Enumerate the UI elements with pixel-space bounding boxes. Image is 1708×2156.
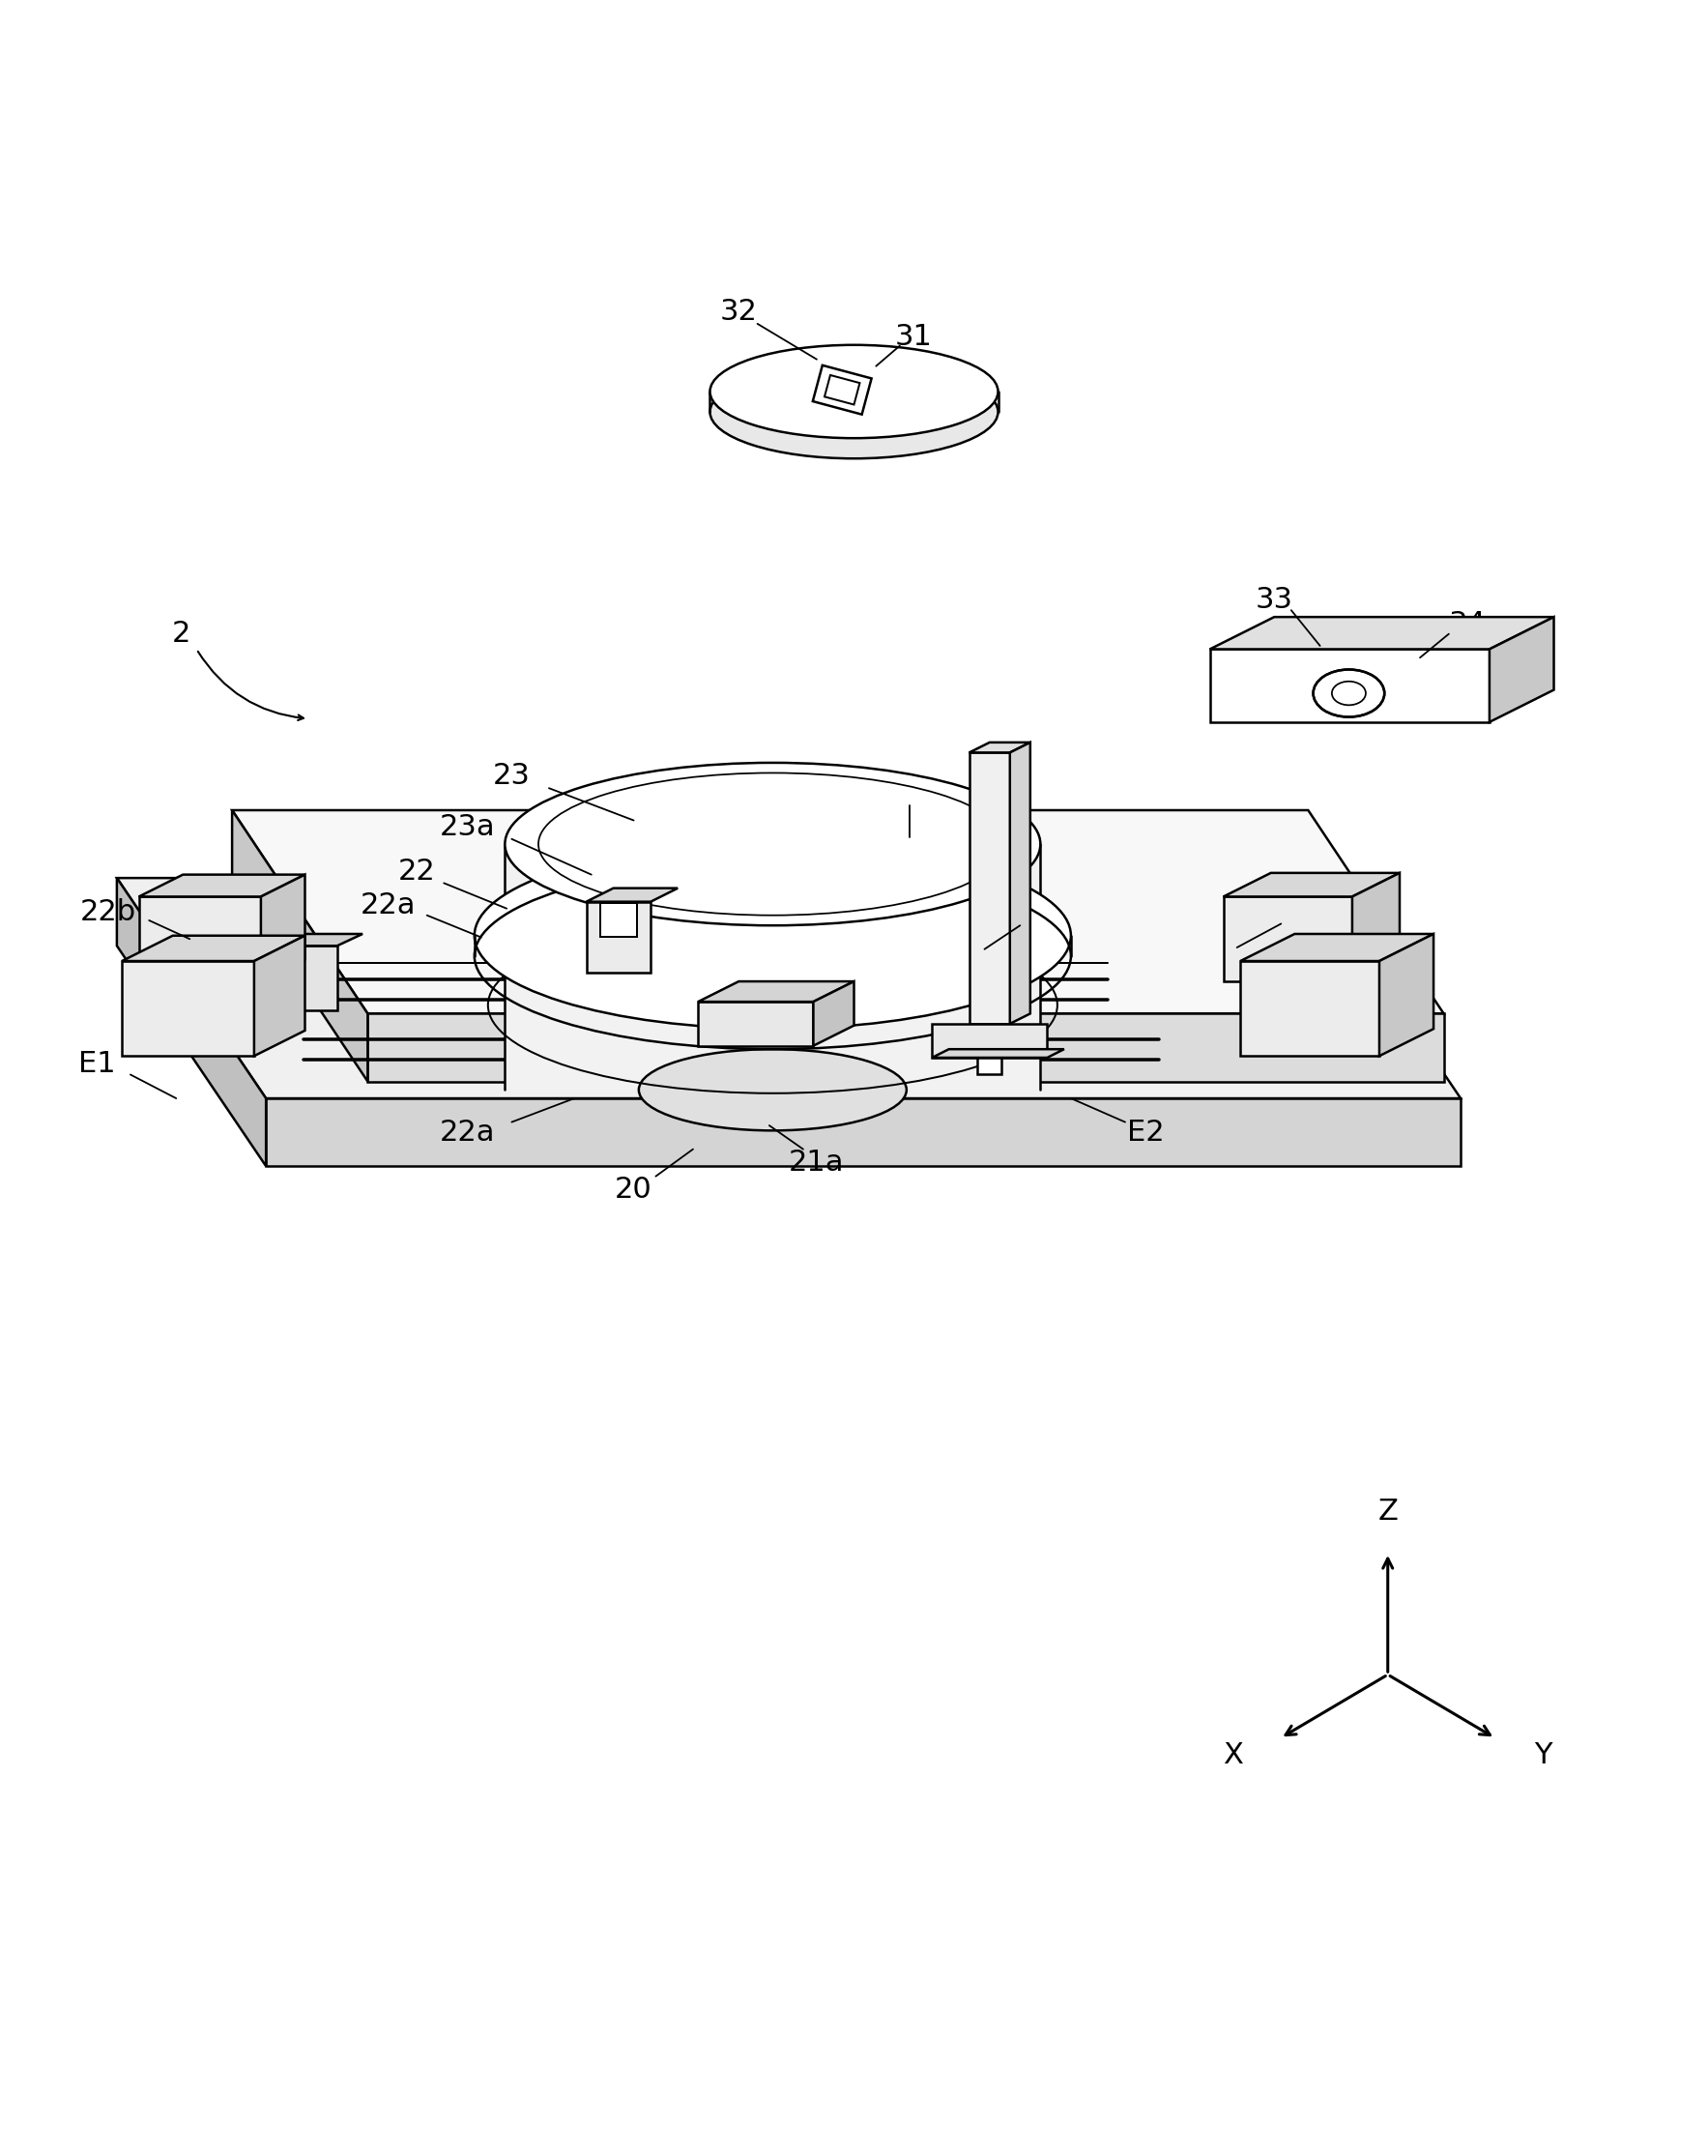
Polygon shape (232, 811, 1443, 1013)
Polygon shape (1223, 897, 1353, 981)
Polygon shape (968, 742, 1030, 752)
Text: 22a: 22a (441, 1119, 495, 1147)
Polygon shape (977, 1059, 1001, 1074)
Polygon shape (1009, 742, 1030, 1024)
Text: 22a: 22a (360, 890, 415, 918)
Polygon shape (232, 811, 367, 1082)
Text: E3: E3 (1018, 899, 1056, 927)
Polygon shape (116, 877, 1460, 1097)
Text: 22b: 22b (80, 897, 137, 925)
Polygon shape (1380, 934, 1433, 1056)
Polygon shape (244, 946, 336, 1011)
Polygon shape (1240, 962, 1380, 1056)
Polygon shape (254, 936, 306, 1056)
Ellipse shape (506, 763, 1040, 925)
Text: 31: 31 (895, 323, 933, 351)
Polygon shape (813, 364, 871, 414)
Text: X: X (1223, 1742, 1243, 1770)
Polygon shape (367, 1013, 1443, 1082)
Polygon shape (1209, 649, 1489, 722)
Polygon shape (1209, 617, 1554, 649)
Polygon shape (565, 1056, 922, 1078)
Polygon shape (699, 1003, 813, 1046)
Text: 33: 33 (1255, 586, 1293, 614)
Polygon shape (586, 888, 678, 901)
Polygon shape (1489, 617, 1554, 722)
Text: 23a: 23a (439, 813, 495, 841)
Polygon shape (138, 897, 261, 981)
Text: 231: 231 (881, 778, 938, 806)
Text: 21: 21 (1279, 897, 1317, 925)
Text: 34: 34 (1448, 610, 1486, 638)
Text: 21a: 21a (1308, 966, 1365, 994)
Text: 20: 20 (615, 1175, 652, 1203)
Text: 23: 23 (494, 763, 531, 791)
Ellipse shape (711, 364, 997, 459)
Polygon shape (116, 877, 266, 1166)
Text: 21b: 21b (1291, 931, 1348, 959)
Polygon shape (244, 934, 362, 946)
Ellipse shape (711, 345, 997, 438)
Polygon shape (699, 981, 854, 1003)
Text: 32: 32 (721, 298, 758, 326)
Polygon shape (1353, 873, 1399, 981)
Polygon shape (475, 936, 1071, 955)
Text: 22: 22 (398, 858, 436, 886)
Polygon shape (121, 936, 306, 962)
Text: Z: Z (1378, 1498, 1397, 1526)
Polygon shape (933, 1024, 1047, 1059)
Polygon shape (261, 875, 306, 981)
Polygon shape (933, 1050, 1064, 1059)
Polygon shape (506, 845, 1040, 1091)
Polygon shape (565, 1041, 953, 1056)
Polygon shape (813, 981, 854, 1046)
Ellipse shape (639, 1050, 907, 1130)
Ellipse shape (1313, 671, 1385, 718)
Polygon shape (1240, 934, 1433, 962)
Text: E2: E2 (1127, 1119, 1165, 1147)
Polygon shape (600, 903, 637, 938)
Polygon shape (1223, 873, 1399, 897)
Polygon shape (586, 901, 651, 972)
Text: 21a: 21a (789, 1149, 844, 1177)
Ellipse shape (475, 843, 1071, 1028)
Polygon shape (266, 1097, 1460, 1166)
Text: Y: Y (1534, 1742, 1551, 1770)
Text: W: W (666, 778, 695, 806)
Polygon shape (121, 962, 254, 1056)
Text: E1: E1 (79, 1050, 114, 1078)
Text: 24: 24 (741, 778, 779, 806)
Polygon shape (138, 875, 306, 897)
Text: 2: 2 (173, 621, 191, 649)
Polygon shape (968, 752, 1009, 1024)
